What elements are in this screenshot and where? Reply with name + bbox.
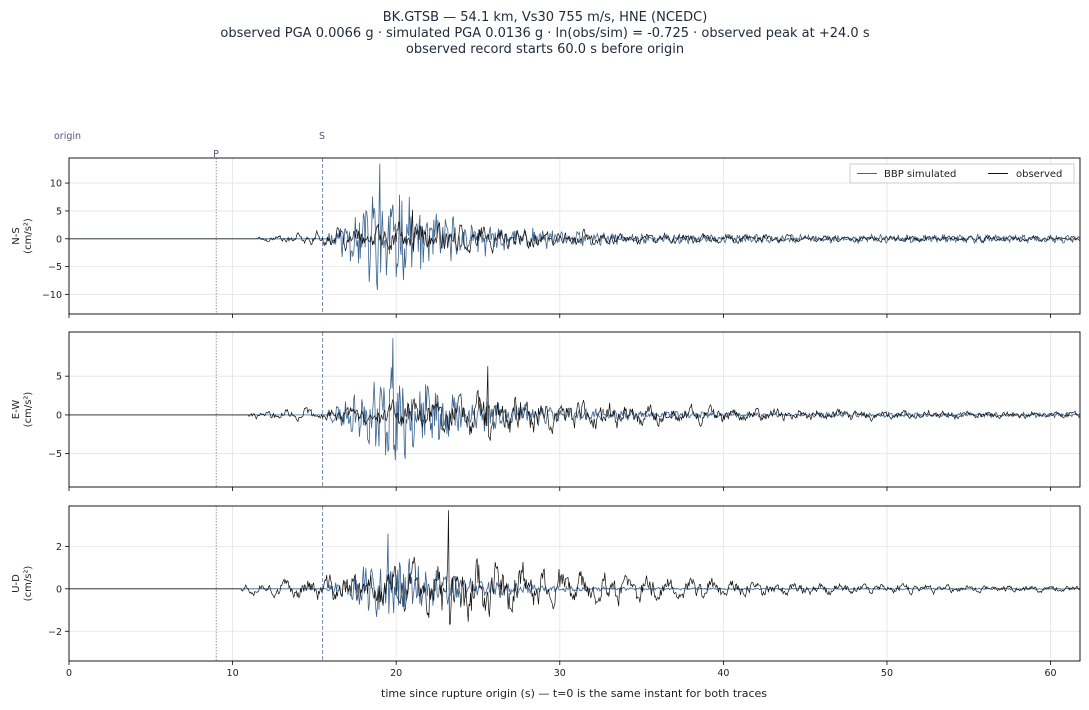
y-tick-label: 5 <box>56 372 62 383</box>
legend-simulated-label: BBP simulated <box>884 169 956 180</box>
x-tick-label: 10 <box>227 668 239 679</box>
legend-box <box>849 163 1075 184</box>
y-axis-label: E-W <box>11 400 22 420</box>
y-axis-unit: (cm/s²) <box>23 566 34 602</box>
y-tick-label: −5 <box>48 449 62 460</box>
title-line-3: observed record starts 60.0 s before ori… <box>406 42 684 57</box>
x-axis-label: time since rupture origin (s) — t=0 is t… <box>381 687 767 700</box>
observed-trace <box>69 510 1081 625</box>
y-tick-label: 10 <box>50 179 62 190</box>
y-tick-label: 0 <box>56 410 62 421</box>
title-line-1: BK.GTSB — 54.1 km, Vs30 755 m/s, HNE (NC… <box>383 10 708 25</box>
simulated-trace <box>69 338 1081 461</box>
observed-trace <box>69 366 1081 441</box>
y-tick-label: 0 <box>56 234 62 245</box>
panel-frame <box>68 505 1081 662</box>
figure-title: BK.GTSB — 54.1 km, Vs30 755 m/s, HNE (NC… <box>220 10 869 57</box>
grid <box>69 506 1080 661</box>
legend: BBP simulated observed <box>849 163 1075 184</box>
y-axis-unit: (cm/s²) <box>23 392 34 428</box>
y-axis-label: N-S <box>11 227 22 244</box>
x-tick-label: 30 <box>554 668 566 679</box>
s-label: S <box>319 131 325 142</box>
x-tick-label: 40 <box>717 668 729 679</box>
y-tick-label: −5 <box>48 262 62 273</box>
title-line-2: observed PGA 0.0066 g · simulated PGA 0.… <box>220 26 869 41</box>
panel-frame <box>68 331 1081 488</box>
phase-labels: origin P S <box>54 131 325 160</box>
y-tick-label: 5 <box>56 206 62 217</box>
y-tick-label: 2 <box>56 542 62 553</box>
x-tick-label: 50 <box>881 668 893 679</box>
x-tick-label: 0 <box>66 668 72 679</box>
y-tick-label: 0 <box>56 584 62 595</box>
x-tick-label: 20 <box>390 668 402 679</box>
panel-frame <box>68 157 1081 315</box>
panel-ew: −5 0 5 E-W (cm/s²) <box>11 331 1081 491</box>
y-tick-label: −10 <box>42 290 62 301</box>
grid <box>69 332 1080 487</box>
observed-trace <box>69 209 1081 254</box>
y-axis-unit: (cm/s²) <box>23 218 34 254</box>
x-tick-label: 60 <box>1045 668 1057 679</box>
legend-observed-label: observed <box>1016 169 1062 180</box>
origin-label: origin <box>54 131 81 142</box>
y-axis-label: U-D <box>11 574 22 593</box>
y-tick-label: −2 <box>48 627 62 638</box>
p-label: P <box>213 149 219 160</box>
